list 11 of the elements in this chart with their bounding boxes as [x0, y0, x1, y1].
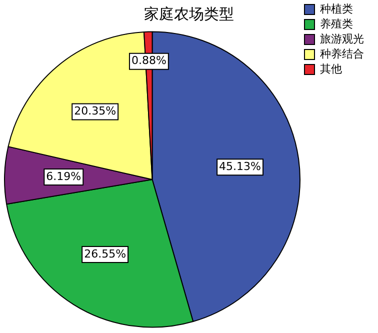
data-label: 0.88% — [131, 54, 166, 68]
legend-label: 旅游观光 — [320, 32, 364, 46]
chart-title: 家庭农场类型 — [144, 4, 234, 23]
legend-label: 种植类 — [320, 2, 353, 16]
legend-label: 养殖类 — [320, 17, 353, 30]
data-label: 6.19% — [46, 170, 82, 183]
legend-label: 其他 — [320, 62, 342, 76]
data-label: 20.35% — [74, 104, 116, 118]
data-label: 45.13% — [219, 160, 262, 173]
legend-label: 种养结合 — [320, 47, 364, 60]
data-label: 26.55% — [84, 247, 126, 260]
